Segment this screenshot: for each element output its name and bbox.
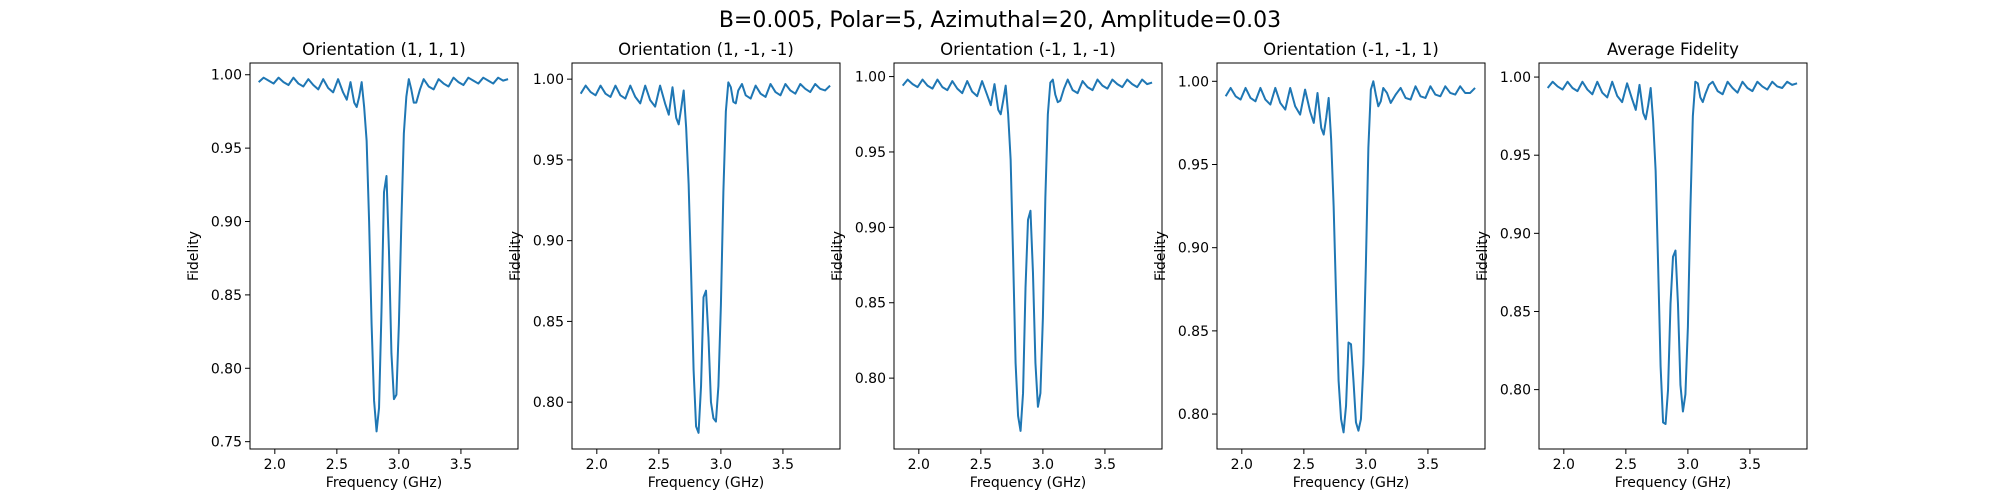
x-tick-label: 2.5 [1615,457,1637,473]
x-tick-label: 3.0 [388,457,410,473]
panels: Orientation (1, 1, 1) 2.0 2.5 3.0 3.5 0.75 0.8… [186,40,1808,491]
axes-frame [249,62,519,450]
y-axis-label: Fidelity [186,231,202,281]
x-tick-label: 2.5 [970,457,992,473]
y-tick-label: 0.95 [1500,148,1531,164]
fidelity-line [1546,80,1798,425]
y-tick-label: 0.80 [1178,407,1209,423]
x-tick-label: 2.0 [1553,457,1575,473]
chart-panel-2: Orientation (1, -1, -1) 2.0 2.5 3.0 3.5 0.80 0… [508,40,841,491]
x-axis-label: Frequency (GHz) [1293,475,1409,491]
y-tick-label: 0.90 [211,215,242,231]
y-tick-label: 0.95 [855,145,886,161]
x-tick-label: 3.0 [1355,457,1377,473]
chart-panel-1: Orientation (1, 1, 1) 2.0 2.5 3.0 3.5 0.75 0.8… [186,40,519,491]
y-tick-label: 0.80 [1500,383,1531,399]
x-tick-label: 2.0 [908,457,930,473]
axes-frame [1216,62,1486,450]
y-tick-label: 0.95 [533,153,564,169]
chart-panel-4: Orientation (-1, -1, 1) 2.0 2.5 3.0 3.5 0.80 0… [1153,40,1486,491]
panel-title: Orientation (1, -1, -1) [618,40,794,59]
x-tick-label: 2.5 [326,457,348,473]
chart-panel-5: Average Fidelity 2.0 2.5 3.0 3.5 0.80 0.85 0.90… [1475,40,1808,491]
y-tick-label: 0.95 [211,141,242,157]
y-tick-label: 0.90 [855,220,886,236]
y-tick-label: 0.85 [855,296,886,312]
fidelity-line [901,78,1153,432]
y-tick-label: 0.85 [211,288,242,304]
x-axis-label: Frequency (GHz) [1615,475,1731,491]
y-tick-label: 0.75 [211,435,242,451]
x-tick-label: 3.5 [450,457,472,473]
x-tick-label: 3.5 [1739,457,1761,473]
y-axis-label: Fidelity [1153,231,1169,281]
panel-title: Orientation (-1, 1, -1) [940,40,1116,59]
y-tick-label: 0.95 [1178,157,1209,173]
x-axis-label: Frequency (GHz) [970,475,1086,491]
y-tick-label: 0.85 [1500,304,1531,320]
x-tick-label: 3.0 [1677,457,1699,473]
x-tick-label: 3.5 [772,457,794,473]
y-tick-label: 1.00 [855,70,886,86]
panel-title: Average Fidelity [1607,40,1739,59]
figure-title: B=0.005, Polar=5, Azimuthal=20, Amplitud… [719,8,1281,33]
x-tick-label: 2.0 [586,457,608,473]
y-axis-label: Fidelity [830,231,846,281]
x-tick-label: 2.0 [1231,457,1253,473]
y-tick-label: 0.85 [533,314,564,330]
y-tick-label: 1.00 [533,72,564,88]
fidelity-line [579,81,831,434]
axes-frame [571,62,841,450]
x-tick-label: 2.0 [264,457,286,473]
x-axis-label: Frequency (GHz) [326,475,442,491]
chart-panel-3: Orientation (-1, 1, -1) 2.0 2.5 3.0 3.5 0.80 0… [830,40,1163,491]
y-tick-label: 1.00 [1178,74,1209,90]
x-tick-label: 3.5 [1094,457,1116,473]
axes-frame [893,62,1163,450]
y-axis-label: Fidelity [508,231,524,281]
axes-frame [1538,62,1808,450]
y-tick-label: 1.00 [1500,70,1531,86]
y-tick-label: 0.90 [1500,226,1531,242]
x-tick-label: 3.0 [710,457,732,473]
x-tick-label: 2.5 [1293,457,1315,473]
y-tick-label: 0.90 [1178,241,1209,257]
y-tick-label: 0.80 [855,371,886,387]
fidelity-line [1224,80,1476,434]
x-tick-label: 3.5 [1417,457,1439,473]
fidelity-line [258,76,509,433]
panel-title: Orientation (1, 1, 1) [302,40,466,59]
panel-title: Orientation (-1, -1, 1) [1263,40,1439,59]
x-tick-label: 2.5 [648,457,670,473]
x-tick-label: 3.0 [1032,457,1054,473]
y-tick-label: 1.00 [211,68,242,84]
y-axis-label: Fidelity [1475,231,1491,281]
x-axis-label: Frequency (GHz) [648,475,764,491]
y-tick-label: 0.80 [533,395,564,411]
y-tick-label: 0.90 [533,234,564,250]
y-tick-label: 0.80 [211,361,242,377]
y-tick-label: 0.85 [1178,324,1209,340]
